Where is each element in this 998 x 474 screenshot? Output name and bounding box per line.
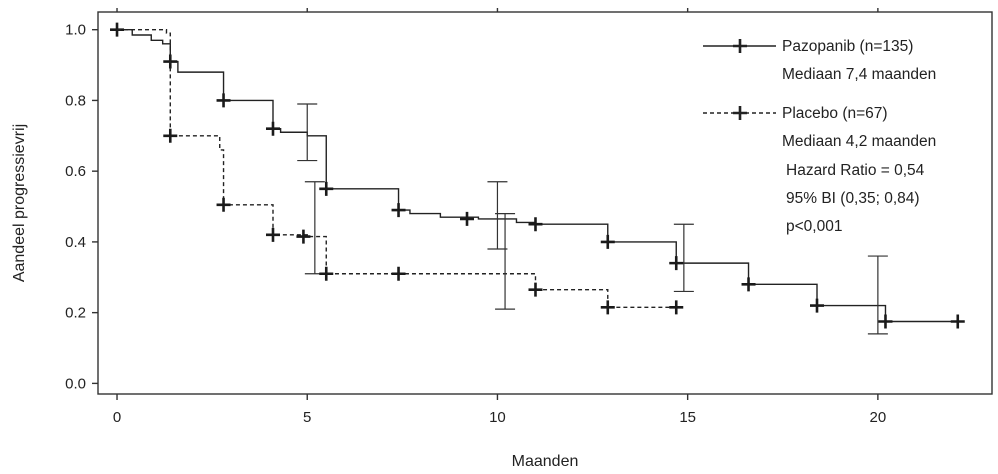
x-tick-label: 10: [489, 409, 506, 426]
censor-marker-placebo: [296, 229, 311, 244]
error-bar-pazopanib: [487, 181, 508, 250]
censor-marker-pazopanib: [528, 217, 543, 232]
censor-marker-pazopanib: [669, 256, 684, 271]
annotation-hazard-ratio: Hazard Ratio = 0,54: [786, 162, 925, 179]
plot-frame: [97, 11, 993, 395]
legend-median-placebo: Mediaan 4,2 maanden: [782, 133, 936, 150]
annotation-p-value: p<0,001: [786, 218, 842, 235]
y-axis: 0.0 0.2 0.4 0.6 0.8 1.0: [65, 22, 98, 392]
censor-marker-pazopanib: [460, 211, 475, 226]
censor-marker-pazopanib: [878, 314, 893, 329]
censor-marker-pazopanib: [391, 203, 406, 218]
x-tick-label: 5: [303, 409, 311, 426]
x-axis: 0 5 10 15 20: [113, 8, 886, 426]
legend-marker-placebo: [733, 106, 747, 120]
x-tick-label: 20: [870, 409, 887, 426]
x-axis-label: Maanden: [512, 453, 579, 470]
error-bar-placebo: [495, 213, 516, 310]
y-tick-label: 0.8: [65, 92, 86, 109]
x-tick-label: 15: [679, 409, 696, 426]
series-layer: [110, 22, 965, 335]
legend-median-pazopanib: Mediaan 7,4 maanden: [782, 66, 936, 83]
error-bar-placebo: [304, 181, 325, 275]
y-tick-label: 0.6: [65, 163, 86, 180]
censor-marker-placebo: [528, 282, 543, 297]
error-bar-pazopanib: [867, 255, 888, 335]
legend-label-placebo: Placebo (n=67): [782, 105, 888, 122]
legend-label-pazopanib: Pazopanib (n=135): [782, 38, 913, 55]
series-line-placebo: [117, 28, 677, 309]
y-tick-label: 1.0: [65, 22, 86, 39]
y-axis-label: Aandeel progressievrij: [11, 124, 28, 282]
censor-marker-pazopanib: [950, 314, 965, 329]
legend-marker-pazopanib: [733, 39, 747, 53]
censor-marker-placebo: [319, 266, 334, 281]
error-bar-pazopanib: [673, 223, 694, 293]
y-tick-label: 0.0: [65, 375, 86, 392]
censor-marker-placebo: [216, 197, 231, 212]
censor-marker-pazopanib: [810, 298, 825, 313]
y-tick-label: 0.4: [65, 234, 86, 251]
censor-marker-pazopanib: [265, 121, 280, 136]
y-tick-label: 0.2: [65, 305, 86, 322]
censor-marker-placebo: [669, 300, 684, 315]
legend: Pazopanib (n=135) Mediaan 7,4 maanden Pl…: [703, 38, 936, 235]
censor-marker-placebo: [265, 227, 280, 242]
censor-marker-pazopanib: [741, 277, 756, 292]
error-bar-pazopanib: [297, 103, 318, 162]
x-tick-label: 0: [113, 409, 121, 426]
censor-marker-pazopanib: [600, 234, 615, 249]
censor-marker-pazopanib: [216, 93, 231, 108]
censor-marker-placebo: [391, 266, 406, 281]
censor-marker-pazopanib: [319, 181, 334, 196]
censor-marker-pazopanib: [110, 22, 125, 37]
censor-marker-placebo: [163, 128, 178, 143]
annotation-confidence-interval: 95% BI (0,35; 0,84): [786, 190, 920, 207]
censor-marker-placebo: [600, 300, 615, 315]
